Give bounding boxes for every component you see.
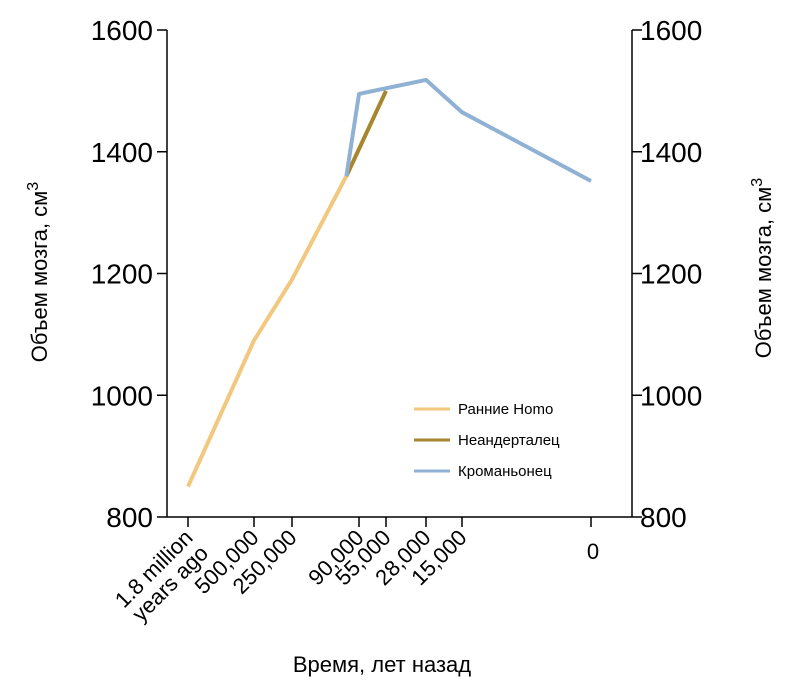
right-y-tick-label-2: 1200 [640, 259, 702, 290]
y-axis-title-left: Объем мозга, см3 [25, 182, 52, 363]
legend-label-2: Кроманьонец [458, 463, 552, 480]
left-y-tick-label-1: 1000 [91, 380, 153, 411]
y-axis-title-left-superscript: 3 [25, 182, 42, 191]
series-line-1 [344, 90, 388, 177]
x-axis-title: Время, лет назад [293, 652, 471, 677]
left-y-tick-label-2: 1200 [91, 259, 153, 290]
left-y-tick-label-0: 800 [106, 502, 153, 533]
x-tick-label-7: 0 [587, 539, 599, 564]
right-y-ticks: 800 1000 1200 1400 1600 [632, 15, 702, 533]
series-line-0 [186, 175, 349, 488]
series-line-2 [344, 77, 592, 183]
legend-label-1: Неандерталец [458, 432, 560, 449]
y-axis-title-right-text: Объем мозга, см [751, 187, 776, 359]
y-axis-title-left-text: Объем мозга, см [27, 191, 52, 363]
right-y-tick-label-0: 800 [640, 502, 687, 533]
left-y-tick-label-3: 1400 [91, 137, 153, 168]
right-y-tick-label-1: 1000 [640, 380, 702, 411]
series-lines [186, 77, 592, 488]
axes [166, 30, 633, 518]
right-y-tick-label-4: 1600 [640, 15, 702, 46]
legend: Ранние Homo Неандерталец Кроманьонец [414, 401, 560, 480]
left-y-ticks: 800 1000 1200 1400 1600 [91, 15, 167, 533]
y-axis-title-right: Объем мозга, см3 [749, 178, 776, 359]
right-y-tick-label-3: 1400 [640, 137, 702, 168]
legend-label-0: Ранние Homo [458, 401, 553, 418]
left-y-tick-label-4: 1600 [91, 15, 153, 46]
y-axis-title-right-superscript: 3 [749, 178, 766, 187]
